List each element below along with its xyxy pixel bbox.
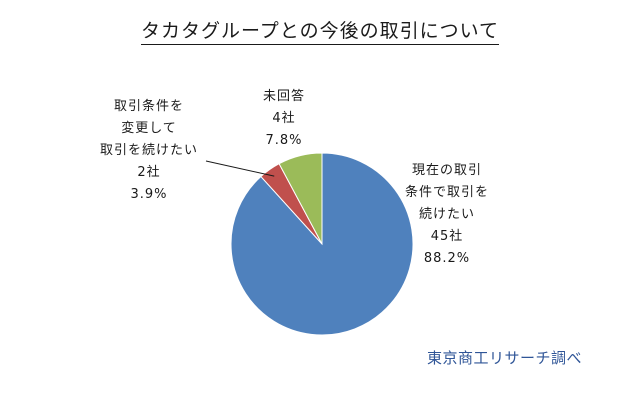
slice-label-text-line: 変更して (121, 121, 177, 136)
pie-slice-no-answer (278, 152, 323, 245)
slice-label-percent: 88.2% (423, 251, 471, 266)
slice-label-text-line: 条件で取引を (404, 185, 489, 200)
slice-label-count: 4社 (272, 111, 296, 126)
slice-label-count: 45社 (430, 229, 464, 244)
slice-label-text-line: 未回答 (262, 89, 305, 104)
slice-label-change-terms: 取引条件を 変更して 取引を続けたい 2社 3.9% (84, 96, 214, 206)
slice-label-continue: 現在の取引 条件で取引を 続けたい 45社 88.2% (392, 160, 502, 270)
chart-title: タカタグループとの今後の取引について (0, 16, 640, 45)
slice-label-text-line: 続けたい (418, 207, 475, 222)
slice-label-percent: 7.8% (265, 133, 303, 148)
slice-label-percent: 3.9% (130, 187, 168, 202)
slice-label-count: 2社 (137, 165, 161, 180)
pie-slices (230, 152, 414, 336)
slice-label-text-line: 取引を続けたい (99, 143, 198, 158)
slice-label-no-answer: 未回答 4社 7.8% (244, 86, 324, 152)
slice-leader-line (205, 160, 275, 177)
slice-label-text-line: 取引条件を (113, 99, 184, 114)
slice-label-text-line: 現在の取引 (411, 163, 482, 178)
source-note: 東京商工リサーチ調べ (426, 349, 582, 367)
